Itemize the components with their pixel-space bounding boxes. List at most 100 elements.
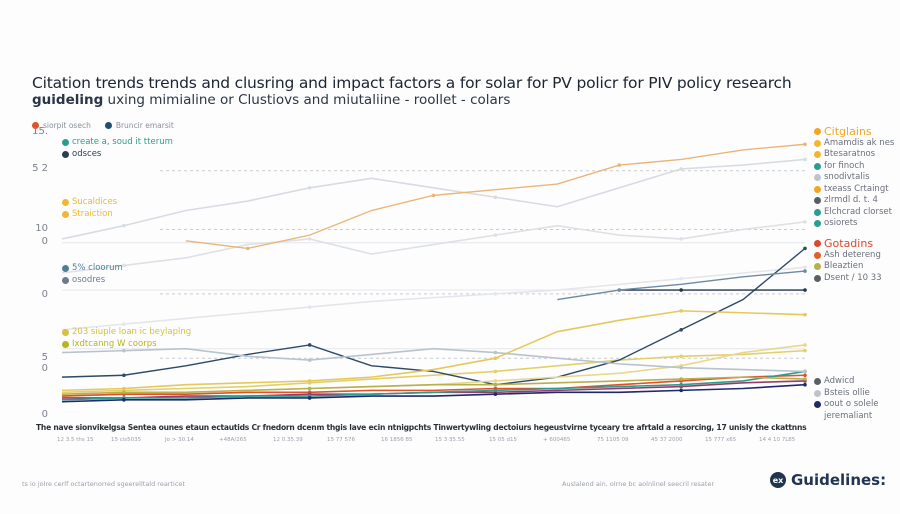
legend-item: create a, soud it tterum xyxy=(62,137,173,149)
legend-group: Adwicd Bsteis ollie oout o solele jeremalia… xyxy=(814,376,879,422)
data-point xyxy=(307,396,312,400)
x-tick: 15 777 x65 xyxy=(705,437,737,443)
data-point xyxy=(122,348,126,353)
legend-item: Bsteis ollie xyxy=(814,388,879,400)
legend-dot-icon xyxy=(814,208,821,216)
data-point xyxy=(803,265,807,270)
data-point xyxy=(679,377,683,381)
y-tick: 10 xyxy=(35,223,48,234)
top-legend-item: Bruncir emarsit xyxy=(104,121,174,130)
x-tick: 15 cis5035 xyxy=(111,437,142,443)
data-point xyxy=(493,195,498,200)
data-point xyxy=(245,246,250,251)
legend-label: oout o solele xyxy=(824,399,879,409)
y-tick: 0 xyxy=(41,236,48,247)
legend-dot-icon xyxy=(814,251,821,259)
legend-label: Ash detereng xyxy=(824,249,881,260)
data-point xyxy=(122,322,126,326)
legend-dot-icon xyxy=(62,210,69,218)
brand-logo-icon: ex xyxy=(770,472,786,488)
data-point xyxy=(679,328,683,332)
legend-item: Dsent / 10 33 xyxy=(814,273,882,285)
data-point xyxy=(122,373,126,378)
data-point xyxy=(122,386,126,391)
data-point xyxy=(122,398,126,402)
legend-item: Adwicd xyxy=(814,376,879,388)
legend-dot-icon xyxy=(814,263,821,271)
data-point xyxy=(803,142,807,147)
legend-label: osiorets xyxy=(824,218,858,228)
x-tick: 15 77 576 xyxy=(327,437,355,443)
data-point xyxy=(493,379,498,383)
data-point xyxy=(493,233,498,237)
data-point xyxy=(307,343,312,347)
legend-dot-icon xyxy=(814,401,821,409)
data-point xyxy=(617,163,622,167)
legend-dot-icon xyxy=(814,185,821,193)
legend-label: Sucaldices xyxy=(72,197,118,207)
data-point xyxy=(493,388,498,393)
subtitle-text: uxing mimialine or Clustiovs and miutali… xyxy=(103,92,511,108)
legend-item: txeass Crtaingt xyxy=(814,184,894,196)
legend-label: osodres xyxy=(72,274,106,285)
data-point xyxy=(122,223,126,228)
legend-dot-icon xyxy=(814,128,821,136)
x-tick: 12 0.35.39 xyxy=(273,437,303,443)
legend-item: osodres xyxy=(62,275,123,287)
legend-label: Bsteis ollie xyxy=(824,387,870,398)
data-point xyxy=(679,288,683,292)
footer-left-note: ts io jolre cerlf octartenorred sgeerell… xyxy=(22,480,185,488)
data-point xyxy=(122,390,126,395)
top-legend: siorpit osech Bruncir emarsit xyxy=(32,121,174,130)
data-point xyxy=(679,237,683,241)
legend-group: Gotadins Ash detereng Bleaztien Dsent / 10 … xyxy=(814,238,882,284)
legend-item: oout o solele xyxy=(814,399,879,411)
legend-dot-icon xyxy=(814,413,821,420)
legend-label: odsces xyxy=(72,148,102,159)
data-point xyxy=(803,220,807,224)
data-point xyxy=(493,392,498,396)
legend-item: zlrmdl d. t. 4 xyxy=(814,195,894,207)
data-point xyxy=(307,237,312,241)
data-point xyxy=(431,193,436,198)
data-point xyxy=(803,157,807,162)
legend-group: 5% cloorum osodres xyxy=(62,263,123,286)
legend-item: 203 siuple loan ic beylaplng xyxy=(62,327,191,339)
top-legend-item: siorpit osech xyxy=(32,121,91,130)
series-line xyxy=(61,158,806,240)
data-point xyxy=(803,348,807,353)
legend-label: Amamdis ak nes xyxy=(824,137,895,148)
x-tick: 12 3.5 ths 15 xyxy=(57,437,94,443)
brand-name: Guidelines: xyxy=(791,471,887,489)
legend-dot-icon xyxy=(104,122,112,129)
series-line xyxy=(61,266,806,331)
data-point xyxy=(493,369,498,374)
legend-item: Elchcrad clorset xyxy=(814,207,894,219)
legend-item: Amamdis ak nes xyxy=(814,138,894,150)
legend-item: Btesaratnos xyxy=(814,149,894,161)
x-tick: 75 1105 09 xyxy=(597,437,629,443)
data-point xyxy=(493,350,498,355)
x-tick: 14 4 10 7L85 xyxy=(759,437,796,443)
legend-dot-icon xyxy=(814,197,821,205)
legend-dot-icon xyxy=(32,122,39,129)
legend-label: zlrmdl d. t. 4 xyxy=(824,195,878,205)
x-tick: + 600465 xyxy=(543,437,571,443)
data-point xyxy=(803,343,807,347)
chart-caption: The nave sionvikelgsa Sentea ounes etaun… xyxy=(36,423,807,432)
legend-group: Citglains Amamdis ak nes Btesaratnos for fi… xyxy=(814,126,894,230)
data-point xyxy=(493,382,498,387)
legend-label: 203 siuple loan ic beylaplng xyxy=(72,327,192,337)
chart-subtitle: guideling uxing mimialine or Clustiovs a… xyxy=(32,92,510,108)
y-tick: 0 xyxy=(41,363,48,374)
legend-label: Btesaratnos xyxy=(824,149,876,159)
subtitle-bold: guideling xyxy=(32,92,104,108)
data-point xyxy=(803,269,807,273)
legend-dot-icon xyxy=(62,276,69,284)
legend-label: jeremaliant xyxy=(824,410,873,421)
series-line xyxy=(557,270,806,301)
legend-item: osiorets xyxy=(814,218,894,230)
legend-dot-icon xyxy=(62,340,69,348)
legend-dot-icon xyxy=(814,389,821,397)
legend-item: Straiction xyxy=(62,209,117,221)
